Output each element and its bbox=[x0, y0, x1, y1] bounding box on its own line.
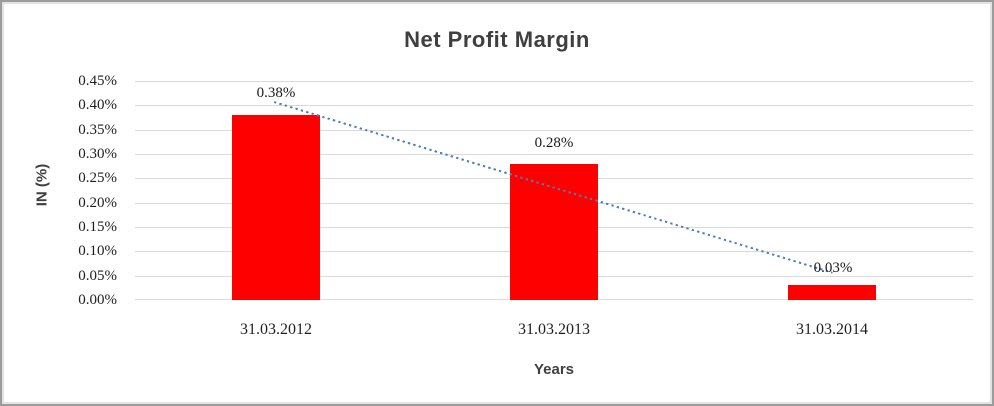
y-tick-label: 0.45% bbox=[78, 73, 117, 89]
x-category-label: 31.03.2012 bbox=[240, 321, 312, 338]
data-label-2013: 0.28% bbox=[534, 135, 574, 151]
gridline bbox=[135, 153, 973, 155]
y-tick-label: 0.10% bbox=[78, 243, 117, 259]
y-tick-label: 0.05% bbox=[78, 268, 117, 284]
y-tick-label: 0.40% bbox=[78, 97, 117, 113]
data-label-2014: 0.03% bbox=[813, 260, 853, 276]
y-tick-label: 0.00% bbox=[78, 292, 117, 308]
data-label-2012: 0.38% bbox=[256, 85, 296, 101]
y-tick-label: 0.25% bbox=[78, 170, 117, 186]
y-tick-label: 0.15% bbox=[78, 219, 117, 235]
gridline bbox=[135, 129, 973, 131]
chart-title: Net Profit Margin bbox=[404, 27, 590, 52]
y-tick-label: 0.20% bbox=[78, 195, 117, 211]
x-axis-title: Years bbox=[533, 361, 575, 378]
y-tick-label: 0.30% bbox=[78, 146, 117, 162]
bar-2014 bbox=[788, 285, 876, 300]
bar-2012 bbox=[232, 115, 320, 300]
bar-2013 bbox=[510, 164, 598, 300]
y-tick-label: 0.35% bbox=[78, 122, 117, 138]
gridline bbox=[135, 81, 973, 82]
x-category-label: 31.03.2014 bbox=[796, 321, 868, 338]
x-category-label: 31.03.2013 bbox=[518, 321, 590, 338]
gridline bbox=[135, 105, 973, 107]
